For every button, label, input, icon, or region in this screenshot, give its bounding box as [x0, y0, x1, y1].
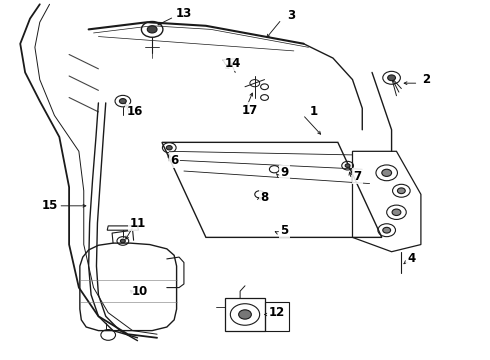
Circle shape [392, 209, 401, 216]
Circle shape [166, 145, 172, 150]
Circle shape [147, 26, 157, 33]
Text: 1: 1 [309, 105, 318, 118]
Text: 10: 10 [132, 285, 148, 298]
Text: 13: 13 [176, 7, 192, 20]
Circle shape [345, 164, 350, 167]
Text: 4: 4 [407, 252, 415, 265]
Circle shape [239, 310, 251, 319]
Text: 8: 8 [260, 192, 269, 204]
Circle shape [397, 188, 405, 194]
Text: 5: 5 [280, 224, 288, 237]
Text: 9: 9 [280, 166, 288, 179]
Text: 7: 7 [353, 170, 362, 183]
Circle shape [382, 169, 392, 176]
Text: 6: 6 [170, 154, 178, 167]
Text: 2: 2 [422, 73, 430, 86]
Circle shape [120, 99, 126, 104]
Text: 17: 17 [242, 104, 258, 117]
Text: 12: 12 [269, 306, 285, 319]
Circle shape [121, 239, 125, 243]
Text: 11: 11 [129, 216, 146, 230]
Text: 16: 16 [127, 105, 143, 118]
Text: 14: 14 [224, 57, 241, 70]
Circle shape [388, 75, 395, 81]
Text: 3: 3 [287, 9, 295, 22]
Text: 15: 15 [41, 199, 58, 212]
Circle shape [383, 227, 391, 233]
